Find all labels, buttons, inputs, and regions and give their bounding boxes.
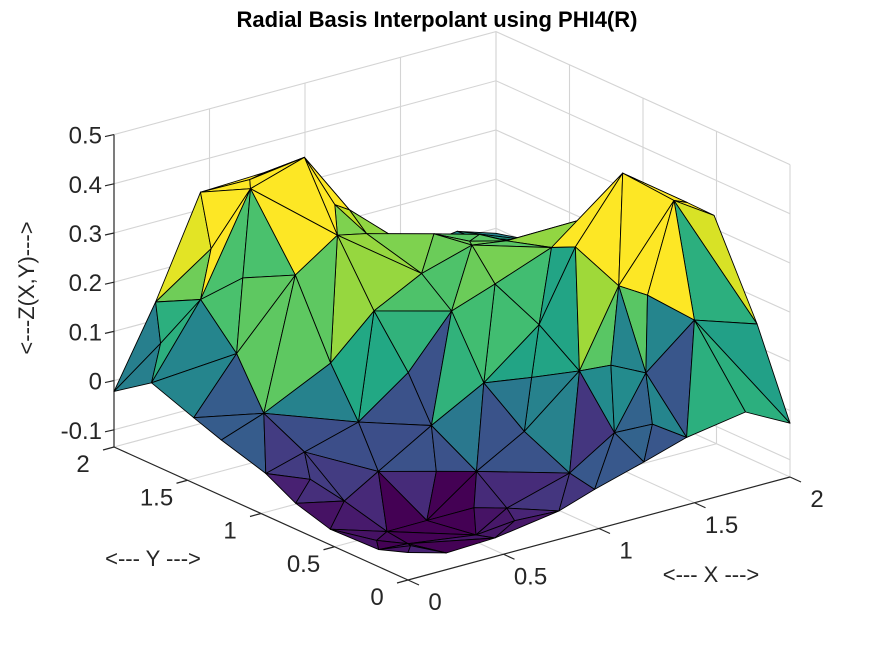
z-tick-label: -0.1 xyxy=(61,418,102,445)
z-tick-label: 0 xyxy=(89,369,102,396)
z-tick-label: 0.1 xyxy=(69,319,102,346)
y-tick-label: 0 xyxy=(370,584,383,611)
z-tick-label: 0.5 xyxy=(69,123,102,150)
x-tick xyxy=(598,527,611,535)
y-tick xyxy=(102,446,115,451)
surface-face xyxy=(558,472,596,512)
surface-face xyxy=(686,319,746,438)
y-tick xyxy=(249,512,262,518)
x-tick xyxy=(407,579,420,586)
x-tick-label: 1 xyxy=(619,538,632,565)
tick-marks xyxy=(102,133,802,586)
x-axis-label: <--- X ---> xyxy=(663,562,760,587)
y-tick-label: 0.5 xyxy=(287,551,320,578)
z-axis-label: <---Z(X,Y)---> xyxy=(14,221,39,354)
chart-title: Radial Basis Interpolant using PHI4(R) xyxy=(237,7,638,32)
x-tick-label: 1.5 xyxy=(705,512,738,539)
z-tick xyxy=(104,281,115,285)
tick-labels: 0 0.5 1 1.5 2 0 0.5 1 1.5 2 -0.1 0 0.1 0.2 0.3 0.4 0.5 xyxy=(61,123,824,616)
surface-face xyxy=(643,423,688,463)
x-tick xyxy=(789,476,802,483)
y-tick xyxy=(396,579,409,584)
z-tick xyxy=(104,330,115,334)
z-tick xyxy=(104,379,115,384)
y-tick-label: 2 xyxy=(76,451,89,478)
y-tick-label: 1 xyxy=(223,518,236,545)
surface-mesh xyxy=(113,156,791,554)
x-tick xyxy=(694,502,706,509)
y-tick-label: 1.5 xyxy=(140,484,173,511)
z-tick xyxy=(104,429,115,433)
surface-face xyxy=(594,432,645,490)
z-tick-label: 0.3 xyxy=(69,221,102,248)
x-tick-label: 2 xyxy=(810,486,823,513)
surface-face xyxy=(494,510,560,539)
y-tick xyxy=(176,479,188,484)
wall-grid-line xyxy=(113,80,791,215)
z-tick xyxy=(104,133,115,138)
y-tick xyxy=(323,546,335,551)
x-tick xyxy=(503,553,515,560)
z-tick-label: 0.4 xyxy=(69,172,102,199)
wall-grid-line xyxy=(113,30,791,166)
y-axis-label: <--- Y ---> xyxy=(105,546,201,571)
x-tick-label: 0 xyxy=(428,589,441,616)
x-tick-label: 0.5 xyxy=(514,563,547,590)
z-tick xyxy=(104,232,115,236)
surface-face xyxy=(407,545,447,554)
z-tick-label: 0.2 xyxy=(69,270,102,297)
z-tick xyxy=(104,183,115,187)
